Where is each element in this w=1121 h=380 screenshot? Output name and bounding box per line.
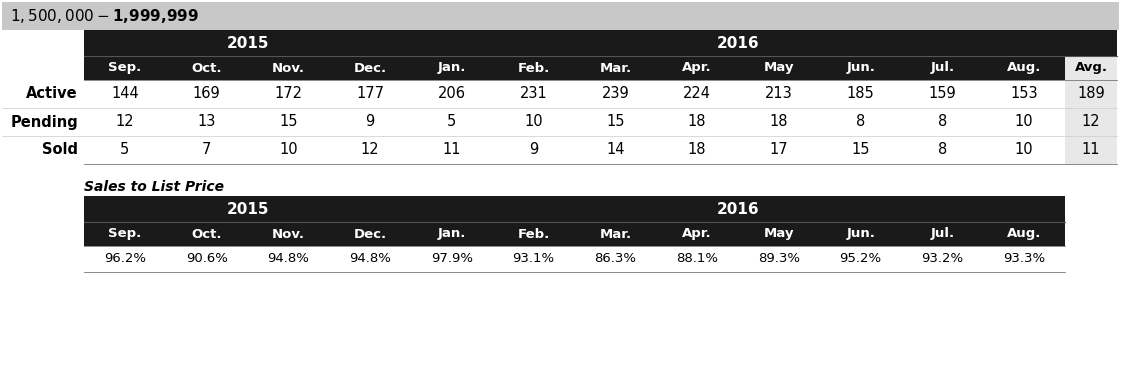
Text: 7: 7 xyxy=(202,142,212,157)
Bar xyxy=(84,80,1117,108)
Text: 231: 231 xyxy=(520,87,547,101)
Text: 239: 239 xyxy=(602,87,629,101)
Text: Oct.: Oct. xyxy=(192,228,222,241)
Text: 10: 10 xyxy=(525,114,543,130)
Text: Sales to List Price: Sales to List Price xyxy=(84,180,224,194)
Text: Dec.: Dec. xyxy=(353,62,387,74)
Text: 10: 10 xyxy=(279,142,298,157)
Text: 17: 17 xyxy=(769,142,788,157)
Text: Dec.: Dec. xyxy=(353,228,387,241)
Text: 88.1%: 88.1% xyxy=(676,252,719,266)
Text: Oct.: Oct. xyxy=(192,62,222,74)
Text: 10: 10 xyxy=(1015,114,1034,130)
Bar xyxy=(84,30,1117,56)
Text: Jul.: Jul. xyxy=(930,228,954,241)
Text: May: May xyxy=(763,62,794,74)
Text: 11: 11 xyxy=(443,142,461,157)
Bar xyxy=(1065,136,1117,164)
Text: Jun.: Jun. xyxy=(846,228,876,241)
Text: 213: 213 xyxy=(765,87,793,101)
Text: 2015: 2015 xyxy=(226,35,269,51)
Text: Mar.: Mar. xyxy=(600,62,631,74)
Bar xyxy=(84,136,1117,164)
Bar xyxy=(84,222,1065,246)
Text: Feb.: Feb. xyxy=(518,228,549,241)
Text: Mar.: Mar. xyxy=(600,228,631,241)
Text: Feb.: Feb. xyxy=(518,62,549,74)
Text: Avg.: Avg. xyxy=(1075,62,1108,74)
Text: 2015: 2015 xyxy=(226,201,269,217)
Bar xyxy=(84,56,1117,80)
Text: 94.8%: 94.8% xyxy=(349,252,391,266)
Text: 144: 144 xyxy=(111,87,139,101)
Text: 18: 18 xyxy=(770,114,788,130)
Text: 2016: 2016 xyxy=(716,201,759,217)
Bar xyxy=(84,108,1117,136)
Text: Apr.: Apr. xyxy=(683,62,712,74)
Text: Jan.: Jan. xyxy=(437,228,466,241)
Text: 206: 206 xyxy=(438,87,466,101)
Text: 95.2%: 95.2% xyxy=(840,252,882,266)
Text: 89.3%: 89.3% xyxy=(758,252,800,266)
Text: Nov.: Nov. xyxy=(272,62,305,74)
Text: 14: 14 xyxy=(606,142,624,157)
Bar xyxy=(1065,108,1117,136)
Text: 5: 5 xyxy=(447,114,456,130)
Text: 189: 189 xyxy=(1077,87,1105,101)
Text: Jul.: Jul. xyxy=(930,62,954,74)
Text: Jan.: Jan. xyxy=(437,62,466,74)
Text: 15: 15 xyxy=(279,114,297,130)
Bar xyxy=(1065,56,1117,80)
Text: 2016: 2016 xyxy=(716,35,759,51)
Bar xyxy=(1065,80,1117,108)
Text: Jun.: Jun. xyxy=(846,62,876,74)
Text: Sep.: Sep. xyxy=(109,62,141,74)
Text: 8: 8 xyxy=(856,114,865,130)
Text: Pending: Pending xyxy=(10,114,78,130)
Text: 9: 9 xyxy=(365,114,374,130)
Text: 18: 18 xyxy=(688,114,706,130)
Text: 94.8%: 94.8% xyxy=(268,252,309,266)
Text: 18: 18 xyxy=(688,142,706,157)
Text: 172: 172 xyxy=(275,87,303,101)
Text: 93.1%: 93.1% xyxy=(512,252,555,266)
Text: Sep.: Sep. xyxy=(109,228,141,241)
Text: 96.2%: 96.2% xyxy=(104,252,146,266)
Text: 93.3%: 93.3% xyxy=(1003,252,1045,266)
Text: 12: 12 xyxy=(1082,114,1101,130)
Text: Active: Active xyxy=(27,87,78,101)
Text: Aug.: Aug. xyxy=(1007,228,1041,241)
Text: 5: 5 xyxy=(120,142,130,157)
Text: 159: 159 xyxy=(928,87,956,101)
Text: 153: 153 xyxy=(1010,87,1038,101)
Text: 15: 15 xyxy=(606,114,624,130)
Text: 15: 15 xyxy=(851,142,870,157)
Text: 11: 11 xyxy=(1082,142,1100,157)
Text: 12: 12 xyxy=(361,142,379,157)
Text: 86.3%: 86.3% xyxy=(594,252,637,266)
Text: 13: 13 xyxy=(197,114,216,130)
Text: 10: 10 xyxy=(1015,142,1034,157)
Text: 169: 169 xyxy=(193,87,221,101)
Text: Nov.: Nov. xyxy=(272,228,305,241)
Text: 97.9%: 97.9% xyxy=(430,252,473,266)
Text: 12: 12 xyxy=(115,114,135,130)
Text: 9: 9 xyxy=(529,142,538,157)
Text: 177: 177 xyxy=(356,87,385,101)
Text: May: May xyxy=(763,228,794,241)
Text: Apr.: Apr. xyxy=(683,228,712,241)
Text: 185: 185 xyxy=(846,87,874,101)
Text: Sold: Sold xyxy=(41,142,78,157)
Text: 90.6%: 90.6% xyxy=(186,252,228,266)
Bar xyxy=(84,246,1065,272)
Text: 8: 8 xyxy=(938,114,947,130)
Bar xyxy=(84,196,1065,222)
Text: $1,500,000 - $1,999,999: $1,500,000 - $1,999,999 xyxy=(10,7,200,25)
Text: Aug.: Aug. xyxy=(1007,62,1041,74)
Bar xyxy=(2,2,1119,30)
Text: 8: 8 xyxy=(938,142,947,157)
Text: 224: 224 xyxy=(683,87,711,101)
Text: 93.2%: 93.2% xyxy=(921,252,963,266)
